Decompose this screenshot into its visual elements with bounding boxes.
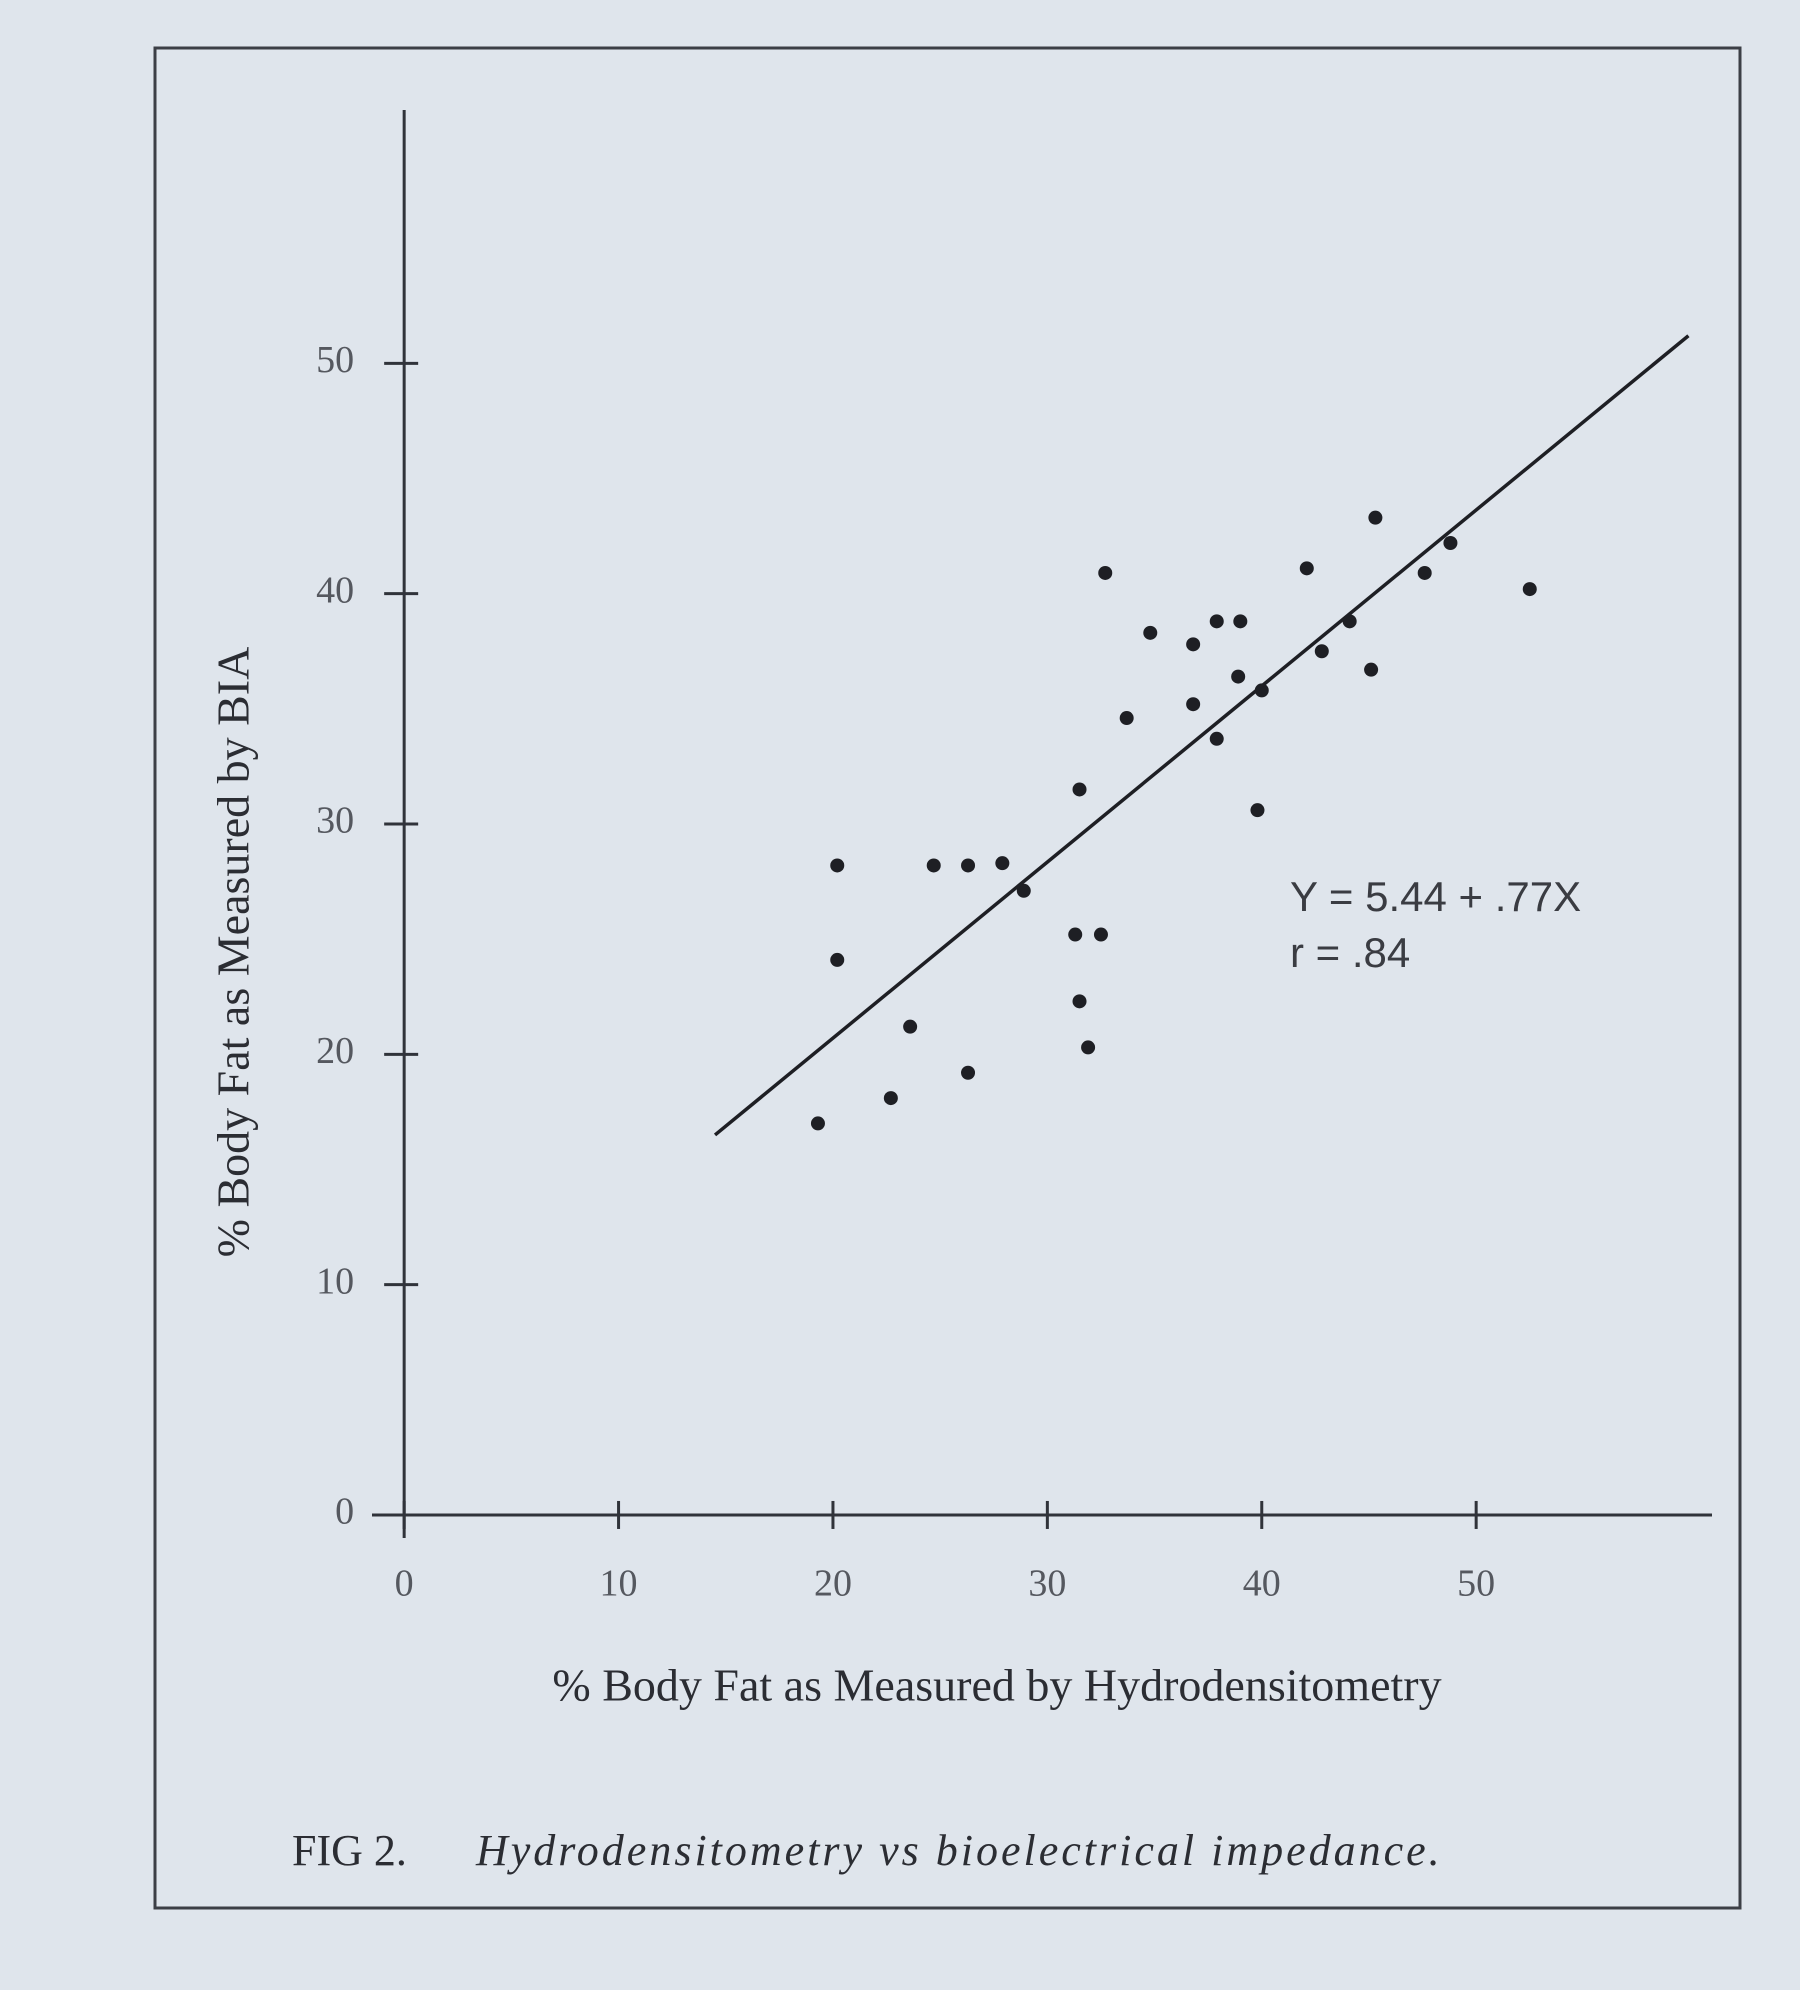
x-tick-label: 30 — [1028, 1563, 1066, 1605]
data-point — [883, 1091, 898, 1106]
data-point — [903, 1019, 918, 1034]
caption-text: Hydrodensitometry vs bioelectrical imped… — [475, 1826, 1443, 1875]
data-point — [1314, 644, 1329, 659]
data-point — [1299, 561, 1314, 576]
data-point — [961, 1065, 976, 1080]
equation: Y = 5.44 + .77X — [1290, 873, 1581, 920]
y-tick-label: 0 — [335, 1491, 354, 1533]
x-tick-label: 50 — [1457, 1563, 1495, 1605]
data-point — [1209, 731, 1224, 746]
y-axis-label: % Body Fat as Measured by BIA — [208, 647, 259, 1258]
data-point — [1186, 637, 1201, 652]
data-point — [961, 858, 976, 873]
data-point — [1098, 565, 1113, 580]
data-point — [1016, 883, 1031, 898]
y-tick-label: 10 — [316, 1260, 354, 1302]
data-point — [1250, 803, 1265, 818]
data-point — [1522, 582, 1537, 597]
caption-label: FIG 2. — [292, 1826, 407, 1875]
x-tick-label: 20 — [814, 1563, 852, 1605]
data-point — [1368, 510, 1383, 525]
data-point — [1072, 782, 1087, 797]
correlation: r = .84 — [1290, 929, 1410, 976]
data-point — [1231, 669, 1246, 684]
y-tick-label: 30 — [316, 800, 354, 842]
data-point — [1068, 927, 1083, 942]
data-point — [1186, 697, 1201, 712]
data-point — [1143, 625, 1158, 640]
data-point — [810, 1116, 825, 1131]
data-point — [1364, 662, 1379, 677]
y-tick-label: 40 — [316, 569, 354, 611]
y-tick-label: 50 — [316, 339, 354, 381]
data-point — [1209, 614, 1224, 629]
data-point — [830, 858, 845, 873]
x-tick-label: 40 — [1243, 1563, 1281, 1605]
data-point — [1119, 711, 1134, 726]
regression-line — [713, 334, 1690, 1137]
x-tick-label: 0 — [395, 1563, 414, 1605]
data-point — [1417, 565, 1432, 580]
data-point — [995, 856, 1010, 871]
data-point — [830, 952, 845, 967]
data-point — [1443, 536, 1458, 551]
x-tick-label: 10 — [600, 1563, 638, 1605]
data-point — [1233, 614, 1248, 629]
data-point — [1093, 927, 1108, 942]
x-axis-label: % Body Fat as Measured by Hydrodensitome… — [552, 1660, 1441, 1711]
data-point — [926, 858, 941, 873]
figure-frame — [153, 46, 1742, 1910]
y-tick-label: 20 — [316, 1030, 354, 1072]
data-point — [1072, 994, 1087, 1009]
data-point — [1081, 1040, 1096, 1055]
